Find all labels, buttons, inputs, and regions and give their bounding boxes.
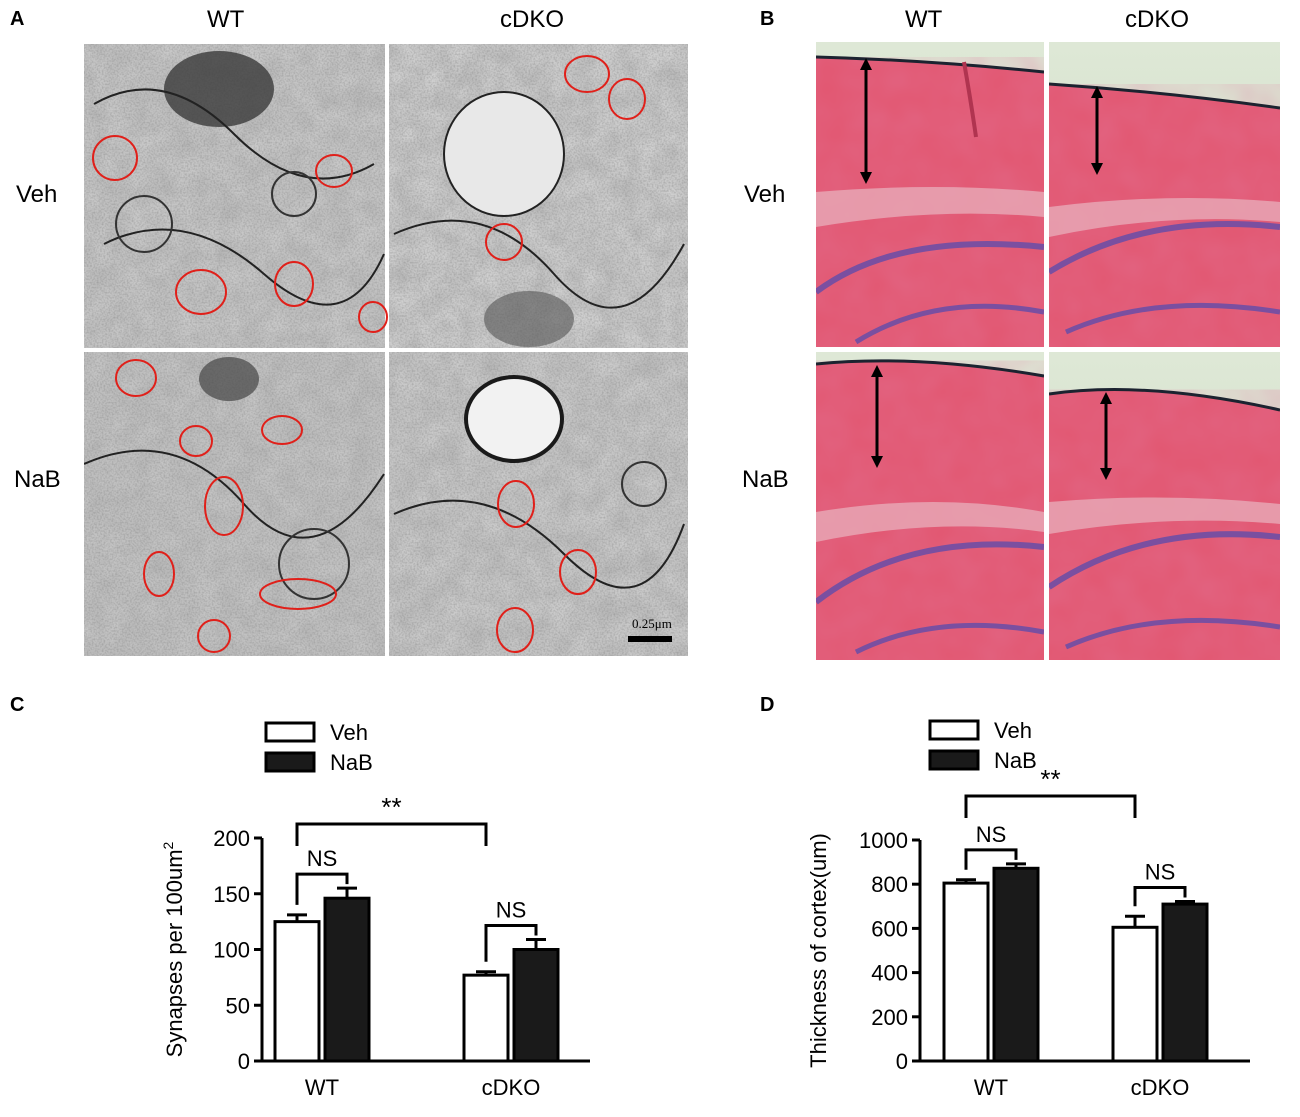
- ns-label: NS: [1145, 859, 1176, 884]
- em-cdko-nab: [389, 352, 688, 656]
- x-tick-label-wt: WT: [974, 1075, 1008, 1100]
- legend-label-nab: NaB: [330, 750, 373, 775]
- panel-b-col-cdko: cDKO: [1125, 6, 1190, 33]
- he-cdko-veh: [1047, 42, 1280, 347]
- panel-letter-d: D: [760, 694, 775, 716]
- x-tick-label-cdko: cDKO: [482, 1075, 541, 1100]
- em-wt-nab: [84, 352, 385, 656]
- y-tick-label: 200: [213, 826, 250, 851]
- y-tick-label: 0: [238, 1049, 250, 1074]
- ns-bracket: [964, 848, 1018, 870]
- bar-wt-veh: [942, 881, 990, 1063]
- significance-bracket: [964, 794, 1137, 818]
- panel-b-row-nab: NaB: [742, 466, 789, 493]
- he-section-grid: [816, 42, 1280, 660]
- bar-cdko-nab: [1161, 902, 1209, 1063]
- panel-letter-a: A: [10, 8, 25, 30]
- bar-cdko-nab: [512, 948, 560, 1063]
- significance-bracket: [295, 822, 488, 846]
- y-tick-label: 200: [871, 1005, 908, 1030]
- y-tick-label: 1000: [859, 828, 908, 853]
- panel-letter-b: B: [760, 8, 775, 30]
- ns-label: NS: [496, 897, 527, 922]
- he-wt-nab: [816, 352, 1045, 660]
- he-cdko-nab: [1047, 352, 1280, 660]
- ns-label: NS: [976, 822, 1007, 847]
- scale-bar-label: 0.25μm: [632, 616, 672, 631]
- y-tick-label: 800: [871, 872, 908, 897]
- legend-swatch-nab: [928, 749, 980, 771]
- panel-b-col-wt: WT: [905, 6, 943, 33]
- panel-letter-c: C: [10, 694, 25, 716]
- y-tick-label: 50: [226, 993, 250, 1018]
- x-tick-label-cdko: cDKO: [1131, 1075, 1190, 1100]
- legend-label-nab: NaB: [994, 748, 1037, 773]
- bar-wt-veh: [273, 920, 321, 1063]
- bar-cdko-veh: [1111, 925, 1159, 1063]
- y-axis-label: Thickness of cortex(um): [806, 833, 831, 1068]
- y-tick-label: 100: [213, 938, 250, 963]
- ns-label: NS: [307, 846, 338, 871]
- significance-label: **: [1040, 764, 1060, 794]
- synapse-markers: [92, 55, 646, 653]
- em-micrograph-grid: [84, 44, 688, 656]
- legend-swatch-nab: [264, 751, 316, 773]
- chart-cortex-thickness: Veh NaB 0 200 400 600 800 1000 Thickness of cort…: [806, 718, 1250, 1100]
- panel-b-row-veh: Veh: [744, 181, 786, 208]
- y-axis-label: Synapses per 100um2: [160, 841, 187, 1057]
- y-axis-label-superscript: 2: [160, 841, 176, 849]
- bar-cdko-veh: [462, 973, 510, 1063]
- ns-bracket: [1133, 885, 1187, 907]
- significance-label: **: [381, 792, 401, 822]
- panel-a-row-nab: NaB: [14, 466, 61, 493]
- bar-wt-nab: [323, 896, 371, 1063]
- x-tick-label-wt: WT: [305, 1075, 339, 1100]
- em-cdko-veh: [389, 44, 688, 348]
- legend-label-veh: Veh: [994, 718, 1032, 743]
- panel-a-col-cdko: cDKO: [500, 6, 565, 33]
- ns-bracket: [295, 872, 349, 905]
- he-wt-veh: [816, 42, 1045, 347]
- em-wt-veh: [84, 44, 385, 348]
- y-tick-label: 0: [896, 1049, 908, 1074]
- scale-bar: [628, 636, 672, 642]
- bar-wt-nab: [992, 866, 1040, 1063]
- chart-synapses: Veh NaB 0 50 100 150 200 Synapses per 100um2 WT c…: [160, 720, 590, 1100]
- legend-swatch-veh: [264, 721, 316, 743]
- panel-a-row-veh: Veh: [16, 181, 58, 208]
- panel-a-col-wt: WT: [207, 6, 245, 33]
- y-tick-label: 150: [213, 882, 250, 907]
- cortex-thickness-arrows: [860, 58, 1112, 480]
- y-tick-label: 400: [871, 961, 908, 986]
- legend-swatch-veh: [928, 719, 980, 741]
- ns-bracket: [484, 923, 538, 962]
- legend-label-veh: Veh: [330, 720, 368, 745]
- y-tick-label: 600: [871, 916, 908, 941]
